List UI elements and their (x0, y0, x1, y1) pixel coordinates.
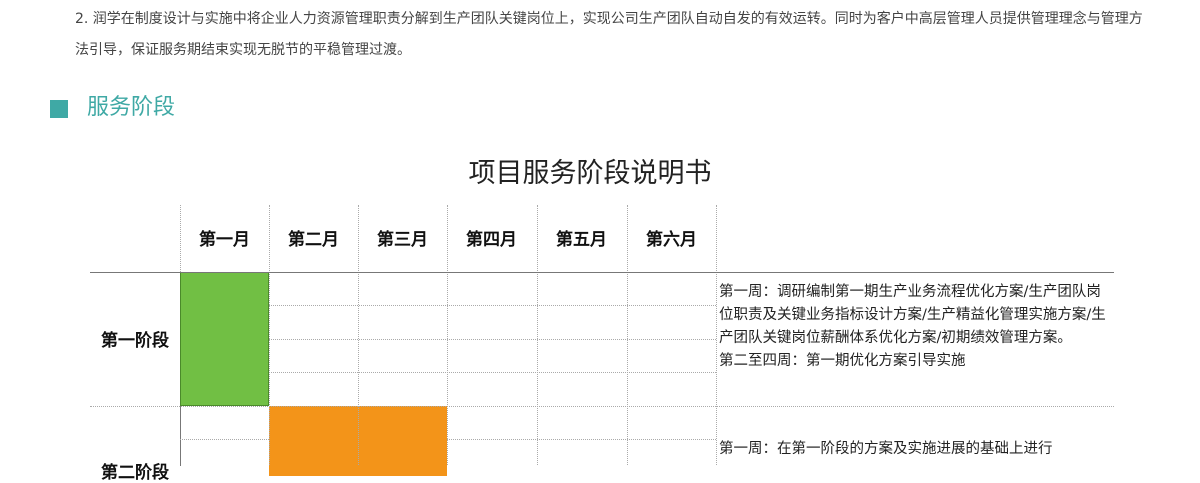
month-header: 第二月 (288, 230, 339, 250)
description-line: 第一周：调研编制第一期生产业务流程优化方案/生产团队岗位职责及关键业务指标设计方… (719, 284, 1106, 346)
grid-line (447, 205, 448, 465)
grid-line (269, 205, 270, 465)
month-header: 第一月 (199, 230, 250, 250)
description-line: 第二至四周：第一期优化方案引导实施 (719, 353, 966, 369)
grid-line (180, 439, 269, 440)
month-header: 第三月 (377, 230, 428, 250)
phase-description: 第一周：调研编制第一期生产业务流程优化方案/生产团队岗位职责及关键业务指标设计方… (719, 281, 1114, 373)
grid-line (627, 205, 628, 465)
grid-line (269, 305, 716, 306)
month-header: 第四月 (466, 230, 517, 250)
table-title: 项目服务阶段说明书 (468, 158, 712, 189)
section-marker-icon (50, 100, 68, 118)
description-line: 第一周：在第一阶段的方案及实施进展的基础上进行 (719, 441, 1053, 457)
month-header: 第六月 (646, 230, 697, 250)
grid-line (716, 205, 717, 465)
phase-1-bar (180, 272, 269, 406)
grid-line (447, 439, 716, 440)
schedule-table: 第一月 第二月 第三月 第四月 第五月 第六月 第一阶段 第二阶段 第一周：调研… (90, 205, 1114, 483)
intro-paragraph: 2. 润学在制度设计与实施中将企业人力资源管理职责分解到生产团队关键岗位上，实现… (75, 11, 1143, 58)
grid-line (180, 406, 181, 466)
grid-line (358, 205, 359, 465)
phase-label: 第二阶段 (101, 463, 169, 483)
grid-line (269, 339, 716, 340)
grid-line (269, 372, 716, 373)
phase-divider (90, 406, 1114, 407)
month-header: 第五月 (556, 230, 607, 250)
phase-label: 第一阶段 (101, 331, 169, 351)
grid-line (180, 205, 181, 272)
header-divider (90, 272, 1114, 273)
grid-line (537, 205, 538, 465)
section-title: 服务阶段 (87, 95, 176, 120)
phase-description: 第一周：在第一阶段的方案及实施进展的基础上进行 (719, 438, 1114, 461)
